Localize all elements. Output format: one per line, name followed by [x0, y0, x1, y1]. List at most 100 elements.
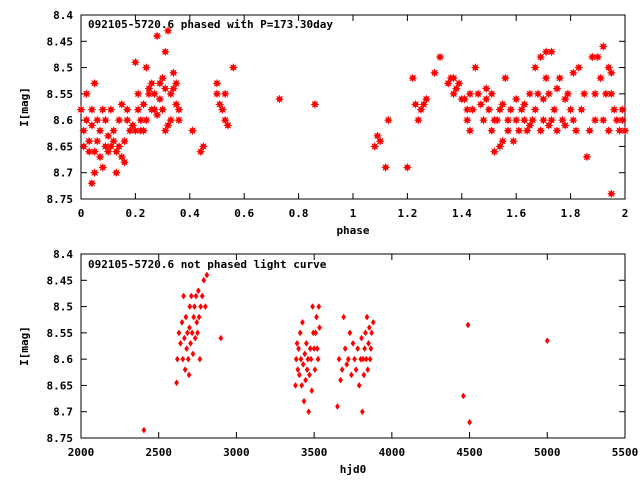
data-point	[593, 52, 603, 62]
data-point	[98, 104, 108, 115]
data-point	[565, 104, 576, 115]
data-point	[195, 287, 201, 295]
data-point	[519, 99, 530, 110]
y-tick-label: 8.45	[47, 35, 74, 48]
data-point	[459, 94, 470, 104]
data-point	[486, 125, 497, 136]
x-tick-label: 3500	[301, 446, 328, 459]
data-point	[582, 152, 592, 162]
data-point	[81, 115, 92, 125]
data-point	[544, 120, 554, 131]
y-tick-label: 8.4	[53, 248, 73, 261]
data-point	[218, 334, 224, 342]
x-tick-label: 1.8	[561, 207, 581, 220]
data-point	[160, 125, 171, 136]
data-point	[168, 83, 179, 94]
data-point	[360, 355, 366, 363]
data-point	[306, 408, 312, 416]
data-point	[196, 313, 202, 321]
data-point	[144, 83, 154, 94]
data-point	[352, 355, 357, 363]
data-point	[220, 115, 230, 125]
data-point	[78, 125, 89, 136]
data-point	[300, 360, 306, 368]
data-point	[467, 418, 472, 426]
data-point	[187, 324, 192, 332]
data-point	[470, 62, 481, 73]
data-point	[601, 89, 611, 99]
data-point	[87, 120, 97, 131]
data-point	[293, 355, 299, 363]
plot-frame	[80, 253, 626, 439]
data-point	[314, 345, 320, 353]
data-point	[315, 355, 321, 363]
data-point	[355, 345, 361, 353]
data-point	[152, 110, 162, 120]
data-point	[460, 392, 466, 400]
y-tick-label: 8.7	[53, 406, 73, 419]
data-point	[303, 376, 308, 384]
data-point	[78, 141, 89, 152]
data-point	[300, 318, 305, 326]
data-point	[298, 355, 304, 363]
x-axis-label: hjd0	[340, 463, 367, 476]
data-point	[344, 360, 350, 368]
x-tick-label: 1	[350, 207, 357, 220]
data-point	[309, 387, 315, 395]
data-point	[81, 89, 92, 99]
data-point	[508, 136, 519, 146]
data-point	[174, 355, 180, 363]
y-tick-label: 8.5	[53, 301, 73, 314]
data-point	[584, 125, 595, 136]
data-point	[347, 329, 353, 337]
data-point	[353, 366, 359, 374]
data-point	[297, 329, 303, 337]
data-point	[359, 334, 364, 342]
data-point	[418, 99, 429, 110]
data-point	[571, 125, 581, 136]
data-point	[187, 125, 198, 136]
data-point	[174, 115, 184, 125]
data-points	[141, 271, 550, 434]
phased-light-curve-panel: 8.4 8.45 8.5 8.55 8.6 8.65 8.7 8.75 0 0.2 0.4 0.6 0.…	[18, 9, 630, 237]
data-point	[478, 115, 489, 125]
data-point	[119, 157, 130, 167]
data-point	[138, 99, 149, 110]
data-point	[305, 355, 311, 363]
data-point	[503, 115, 513, 125]
data-point	[448, 89, 459, 99]
data-point	[185, 355, 191, 363]
data-point	[194, 318, 200, 326]
data-point	[189, 329, 195, 337]
data-point	[606, 89, 617, 99]
data-point	[149, 104, 160, 115]
data-point	[364, 313, 370, 321]
data-point	[473, 89, 483, 99]
data-point	[368, 345, 374, 353]
x-tick-label: 5500	[612, 446, 639, 459]
data-point	[201, 276, 207, 284]
data-point	[603, 62, 614, 73]
data-point	[212, 78, 222, 89]
data-point	[106, 141, 116, 152]
data-point	[274, 94, 285, 104]
data-point	[198, 303, 204, 311]
data-point	[141, 115, 152, 125]
data-points	[76, 26, 630, 199]
chart-title: 092105-5720.6 phased with P=173.30day	[88, 18, 333, 31]
data-point	[310, 303, 315, 311]
data-point	[617, 104, 628, 115]
data-point	[228, 62, 239, 73]
data-point	[380, 162, 391, 173]
data-point	[370, 318, 376, 326]
data-point	[171, 78, 181, 89]
data-point	[495, 141, 505, 152]
y-tick-label: 8.6	[53, 353, 73, 366]
data-point	[136, 115, 146, 125]
data-point	[541, 73, 551, 83]
data-point	[367, 355, 373, 363]
data-point	[174, 104, 184, 115]
data-point	[538, 94, 549, 104]
data-point	[95, 152, 105, 162]
